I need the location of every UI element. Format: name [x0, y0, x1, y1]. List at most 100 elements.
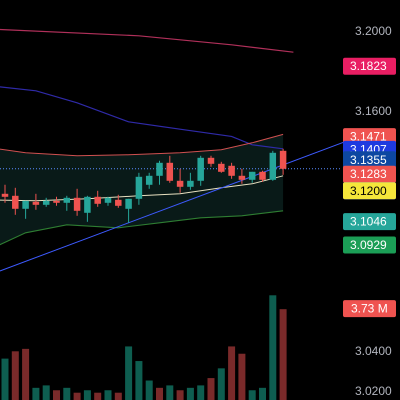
volume-label: 3.73 M: [343, 300, 396, 318]
bollinger-middle-line: [0, 175, 284, 202]
candle-body: [42, 200, 50, 205]
bollinger-lower-line: [0, 210, 284, 246]
price-label-box: [343, 213, 396, 231]
slow-moving-average-line: [0, 28, 294, 53]
price-tick-label: 3.1600: [355, 104, 392, 118]
candle: [32, 193, 40, 210]
volume-bar: [217, 368, 225, 400]
candle: [279, 148, 287, 175]
volume-bar: [1, 358, 9, 400]
candle-body: [238, 175, 246, 180]
candle: [22, 200, 29, 219]
candle: [248, 171, 256, 183]
volume-bar: [145, 380, 153, 400]
volume-bar: [125, 346, 133, 400]
price-tick-label: 3.2000: [355, 24, 392, 38]
candle-body: [84, 196, 91, 213]
candle: [63, 195, 71, 211]
candle-body: [166, 162, 174, 181]
price-label: 3.0929: [343, 236, 396, 254]
candle-body: [1, 193, 9, 197]
candle: [42, 197, 50, 207]
price-tick-label: 3.0200: [355, 384, 392, 398]
candle-body: [228, 165, 235, 176]
candle: [104, 196, 112, 206]
candle: [207, 155, 215, 167]
candle-body: [12, 195, 19, 209]
price-label-box: [343, 165, 396, 183]
volume-bar: [166, 385, 174, 400]
price-tick-label: 3.0400: [355, 344, 392, 358]
price-label-box: [343, 128, 396, 146]
bollinger-upper-line: [0, 133, 284, 157]
candle: [53, 196, 60, 206]
candle: [218, 161, 225, 173]
price-label-text: 3.1355: [350, 153, 387, 167]
candle-body: [248, 171, 256, 180]
volume-bar: [207, 378, 215, 400]
candle: [156, 160, 163, 185]
candle-body: [115, 199, 122, 206]
candle-body: [156, 162, 163, 176]
volume-bar: [228, 346, 236, 400]
volume-bar: [73, 392, 81, 400]
price-label-text: 3.1471: [350, 130, 387, 144]
candle: [1, 184, 9, 203]
volume-bar: [32, 387, 40, 400]
volume-bar: [83, 390, 91, 400]
candle-body: [32, 201, 40, 205]
candle-body: [259, 171, 266, 180]
candle-body: [104, 197, 112, 203]
price-label-text: 3.1823: [350, 59, 387, 73]
candle-body: [176, 180, 184, 187]
candle-body: [73, 197, 81, 211]
price-label: 3.1200: [343, 182, 396, 200]
candle-body: [207, 157, 215, 164]
candle-body: [279, 150, 287, 169]
volume-bar: [269, 295, 277, 400]
volume-bars: [1, 295, 287, 400]
trend-line: [0, 134, 364, 272]
price-label-text: 3.0929: [350, 238, 387, 252]
price-label-box: [343, 182, 396, 200]
price-label: 3.1046: [343, 213, 396, 231]
volume-bar: [186, 387, 194, 400]
price-label: 3.1283: [343, 165, 396, 183]
candle-body: [269, 152, 277, 180]
price-label-text: 3.1200: [350, 184, 387, 198]
volume-bar: [197, 385, 205, 400]
price-label-text: 3.1046: [350, 215, 387, 229]
price-label: 3.1471: [343, 128, 396, 146]
candle: [73, 188, 81, 216]
volume-bar: [42, 385, 50, 400]
volume-bar: [114, 392, 122, 400]
candle: [238, 168, 246, 184]
candle: [135, 172, 143, 205]
volume-bar: [176, 390, 184, 400]
volume-bar: [259, 387, 266, 400]
indicator-lines: [0, 28, 364, 272]
candle: [166, 155, 174, 183]
volume-label-box: [343, 300, 396, 318]
volume-bar: [53, 390, 60, 400]
candle: [94, 190, 101, 207]
candle: [259, 170, 266, 182]
price-label-box: [343, 57, 396, 75]
volume-bar: [238, 353, 246, 400]
candle-body: [22, 200, 29, 209]
candle-body: [125, 198, 132, 209]
candle: [228, 162, 235, 179]
candles: [1, 148, 287, 223]
volume-bar: [104, 390, 112, 400]
candle: [145, 172, 153, 189]
candle: [125, 198, 132, 223]
candle-body: [63, 197, 71, 203]
candle: [197, 155, 204, 186]
volume-label-text: 3.73 M: [351, 302, 388, 316]
price-label-box: [343, 236, 396, 254]
candle: [115, 194, 122, 208]
candle: [176, 168, 184, 193]
candle-body: [187, 180, 194, 187]
candle: [84, 195, 91, 222]
